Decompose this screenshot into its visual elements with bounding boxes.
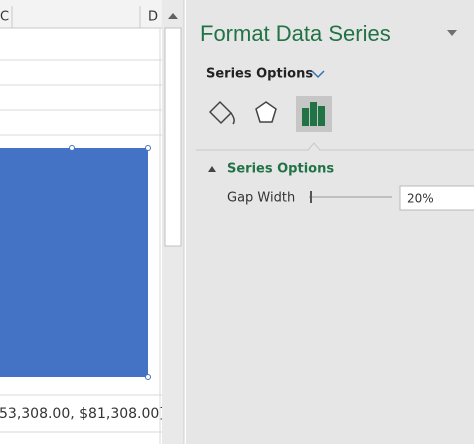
- collapse-arrow[interactable]: [208, 166, 216, 172]
- column-label: C: [0, 10, 9, 25]
- icon-bar: [302, 108, 309, 126]
- scroll-thumb[interactable]: [164, 27, 182, 247]
- task-pane: [186, 0, 474, 444]
- selection-handle[interactable]: [69, 145, 75, 151]
- grid-lines: [0, 28, 162, 444]
- gap-width-value: 20%: [407, 192, 434, 206]
- icon-bar: [310, 102, 317, 126]
- gap-width-label: Gap Width: [227, 191, 295, 206]
- pane-menu[interactable]: [447, 30, 457, 36]
- column-label: D: [148, 10, 158, 25]
- selection-handle[interactable]: [145, 374, 151, 380]
- effects-icon[interactable]: [255, 101, 277, 123]
- tab-separator: [196, 142, 474, 151]
- chart-bar[interactable]: [0, 148, 148, 377]
- gap-width-input[interactable]: [399, 185, 474, 211]
- fill-line-icon[interactable]: [208, 100, 235, 125]
- section-title[interactable]: Series Options: [227, 162, 334, 177]
- selection-handle[interactable]: [145, 145, 151, 151]
- chart-icon: [302, 102, 325, 126]
- column-header: [0, 0, 162, 28]
- pane-title: Format Data Series: [200, 21, 391, 46]
- drip: [230, 112, 235, 125]
- dropdown-chevron[interactable]: [311, 70, 325, 79]
- scroll-up[interactable]: [168, 13, 178, 19]
- options-dropdown[interactable]: Series Options: [206, 67, 313, 82]
- axis-label: 53,308.00, $81,308.00]: [0, 406, 165, 422]
- icon-bar: [318, 106, 325, 126]
